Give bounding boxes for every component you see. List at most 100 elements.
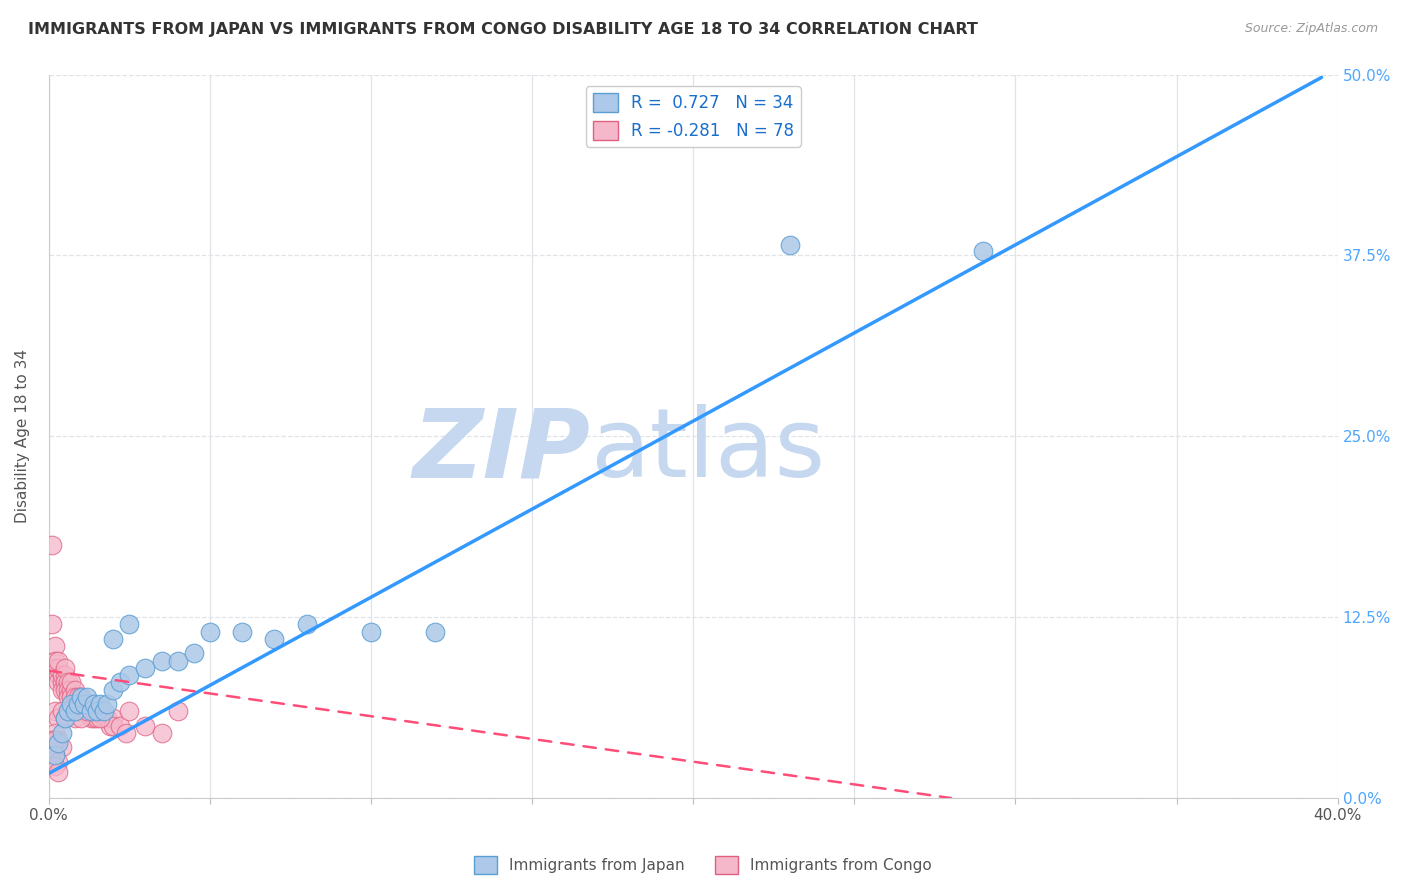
Point bbox=[60, 697, 83, 711]
Point bbox=[63, 697, 86, 711]
Point bbox=[118, 704, 141, 718]
Point bbox=[73, 697, 96, 711]
Point bbox=[89, 711, 111, 725]
Point bbox=[56, 704, 79, 718]
Point bbox=[41, 538, 63, 552]
Point bbox=[83, 704, 105, 718]
Point bbox=[76, 697, 98, 711]
Point bbox=[60, 704, 83, 718]
Point bbox=[108, 675, 131, 690]
Point bbox=[79, 697, 101, 711]
Point bbox=[76, 704, 98, 718]
Point bbox=[48, 733, 70, 747]
Point bbox=[70, 697, 93, 711]
Point bbox=[98, 719, 121, 733]
Point bbox=[53, 668, 76, 682]
Point bbox=[41, 740, 63, 755]
Point bbox=[134, 719, 156, 733]
Point bbox=[972, 244, 994, 258]
Point bbox=[425, 624, 447, 639]
Point bbox=[51, 682, 73, 697]
Point bbox=[48, 668, 70, 682]
Point bbox=[48, 711, 70, 725]
Point bbox=[103, 682, 125, 697]
Point bbox=[48, 764, 70, 779]
Legend: Immigrants from Japan, Immigrants from Congo: Immigrants from Japan, Immigrants from C… bbox=[468, 850, 938, 880]
Point bbox=[60, 682, 83, 697]
Point bbox=[76, 704, 98, 718]
Point bbox=[86, 704, 108, 718]
Point bbox=[44, 733, 66, 747]
Text: IMMIGRANTS FROM JAPAN VS IMMIGRANTS FROM CONGO DISABILITY AGE 18 TO 34 CORRELATI: IMMIGRANTS FROM JAPAN VS IMMIGRANTS FROM… bbox=[28, 22, 979, 37]
Text: atlas: atlas bbox=[591, 404, 825, 497]
Point bbox=[51, 726, 73, 740]
Point bbox=[231, 624, 253, 639]
Point bbox=[63, 690, 86, 704]
Point bbox=[70, 711, 93, 725]
Point bbox=[150, 654, 173, 668]
Point bbox=[83, 704, 105, 718]
Point bbox=[183, 646, 205, 660]
Point bbox=[44, 747, 66, 762]
Point bbox=[93, 704, 115, 718]
Point bbox=[44, 747, 66, 762]
Point bbox=[89, 704, 111, 718]
Point bbox=[56, 690, 79, 704]
Point bbox=[115, 726, 138, 740]
Point bbox=[89, 697, 111, 711]
Point bbox=[53, 682, 76, 697]
Point bbox=[41, 733, 63, 747]
Point bbox=[86, 711, 108, 725]
Point bbox=[44, 639, 66, 653]
Point bbox=[79, 711, 101, 725]
Point bbox=[53, 711, 76, 725]
Point bbox=[63, 711, 86, 725]
Point bbox=[70, 690, 93, 704]
Point bbox=[166, 654, 188, 668]
Point bbox=[76, 690, 98, 704]
Point bbox=[66, 697, 89, 711]
Point bbox=[134, 661, 156, 675]
Point bbox=[66, 704, 89, 718]
Point bbox=[73, 704, 96, 718]
Point bbox=[66, 690, 89, 704]
Point bbox=[44, 654, 66, 668]
Point bbox=[86, 704, 108, 718]
Point bbox=[108, 719, 131, 733]
Point bbox=[73, 697, 96, 711]
Y-axis label: Disability Age 18 to 34: Disability Age 18 to 34 bbox=[15, 350, 30, 524]
Text: Source: ZipAtlas.com: Source: ZipAtlas.com bbox=[1244, 22, 1378, 36]
Point bbox=[44, 759, 66, 773]
Point bbox=[779, 238, 801, 252]
Text: ZIP: ZIP bbox=[412, 404, 591, 497]
Point bbox=[66, 697, 89, 711]
Point bbox=[48, 736, 70, 750]
Point bbox=[79, 697, 101, 711]
Point bbox=[83, 711, 105, 725]
Point bbox=[198, 624, 221, 639]
Point bbox=[295, 617, 318, 632]
Point bbox=[48, 661, 70, 675]
Point bbox=[263, 632, 285, 646]
Point bbox=[83, 697, 105, 711]
Point bbox=[53, 675, 76, 690]
Point bbox=[44, 726, 66, 740]
Point bbox=[48, 654, 70, 668]
Point bbox=[41, 617, 63, 632]
Point bbox=[53, 661, 76, 675]
Point bbox=[79, 704, 101, 718]
Point bbox=[56, 704, 79, 718]
Point bbox=[166, 704, 188, 718]
Point bbox=[96, 697, 118, 711]
Point bbox=[60, 690, 83, 704]
Point bbox=[118, 617, 141, 632]
Point bbox=[118, 668, 141, 682]
Point bbox=[44, 704, 66, 718]
Point bbox=[103, 719, 125, 733]
Legend: R =  0.727   N = 34, R = -0.281   N = 78: R = 0.727 N = 34, R = -0.281 N = 78 bbox=[586, 87, 800, 146]
Point bbox=[103, 632, 125, 646]
Point bbox=[70, 690, 93, 704]
Point bbox=[70, 704, 93, 718]
Point bbox=[86, 704, 108, 718]
Point bbox=[51, 675, 73, 690]
